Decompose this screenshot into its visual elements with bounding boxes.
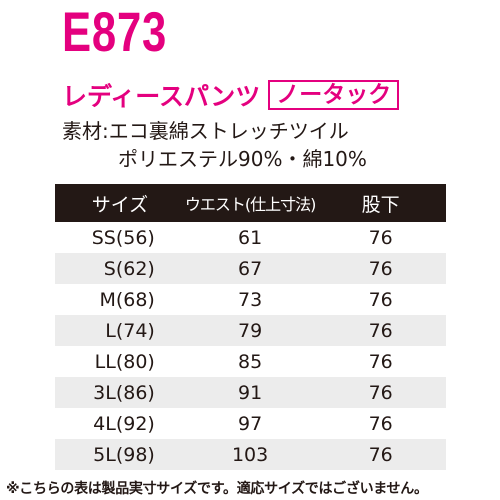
- cell-waist: 61: [238, 226, 263, 249]
- cell-inseam: 76: [315, 253, 446, 284]
- title-row: レディースパンツ ノータック: [62, 80, 400, 111]
- header-waist: ウエスト(仕上寸法): [184, 184, 316, 222]
- cell-waist: 85: [238, 350, 263, 373]
- table-row: 4L(92) 97 76: [55, 408, 446, 439]
- cell-waist: 91: [184, 377, 316, 408]
- header-size: サイズ: [55, 184, 185, 222]
- cell-waist: 103: [184, 439, 316, 470]
- table-row: 3L(86) 91 76: [55, 377, 446, 408]
- cell-size: M(68): [55, 284, 185, 315]
- cell-waist: 97: [238, 412, 263, 435]
- material-line-2: ポリエステル90%・綿10%: [118, 147, 367, 171]
- cell-inseam: 76: [315, 377, 446, 408]
- cell-inseam: 76: [368, 226, 393, 249]
- size-label: SS(56): [91, 226, 155, 249]
- cell-inseam: 76: [315, 315, 446, 346]
- table-row: M(68) 73 76: [55, 284, 446, 315]
- size-label: M(68): [99, 288, 155, 311]
- size-label: 3L(86): [93, 381, 155, 404]
- size-label: LL(80): [94, 350, 155, 373]
- footnote: ※こちらの表は製品実寸サイズです。適応サイズではございません。: [6, 481, 428, 497]
- cell-size: S(62): [55, 253, 185, 284]
- size-label: 5L(98): [93, 443, 155, 466]
- table-row: S(62) 67 76: [55, 253, 446, 284]
- cell-inseam: 76: [368, 412, 393, 435]
- size-label: L(74): [105, 319, 155, 342]
- table-header-row: サイズ ウエスト(仕上寸法) 股下: [55, 184, 446, 222]
- cell-inseam: 76: [368, 288, 393, 311]
- cell-waist: 73: [238, 288, 263, 311]
- cell-waist: 67: [184, 253, 316, 284]
- cell-size: 4L(92): [55, 408, 185, 439]
- cell-size: 3L(86): [55, 377, 185, 408]
- size-table: サイズ ウエスト(仕上寸法) 股下 SS(56) 61 76 S(62) 67 …: [55, 184, 446, 470]
- table-row: SS(56) 61 76: [55, 222, 446, 253]
- table-row: 5L(98) 103 76: [55, 439, 446, 470]
- material-line-1: 素材:エコ裏綿ストレッチツイル: [62, 119, 349, 143]
- cell-waist: 79: [184, 315, 316, 346]
- size-label: 4L(92): [93, 412, 155, 435]
- cell-size: SS(56): [55, 222, 185, 253]
- cell-inseam: 76: [368, 350, 393, 373]
- cell-size: L(74): [55, 315, 185, 346]
- size-label: S(62): [103, 257, 155, 280]
- material-info: 素材:エコ裏綿ストレッチツイル ポリエステル90%・綿10%: [62, 117, 367, 173]
- cell-size: 5L(98): [55, 439, 185, 470]
- cell-inseam: 76: [315, 439, 446, 470]
- style-badge: ノータック: [268, 80, 400, 110]
- product-title: レディースパンツ: [62, 82, 261, 111]
- table-row: LL(80) 85 76: [55, 346, 446, 377]
- cell-size: LL(80): [55, 346, 185, 377]
- header-inseam: 股下: [315, 184, 446, 222]
- table-row: L(74) 79 76: [55, 315, 446, 346]
- product-code: E873: [62, 0, 168, 63]
